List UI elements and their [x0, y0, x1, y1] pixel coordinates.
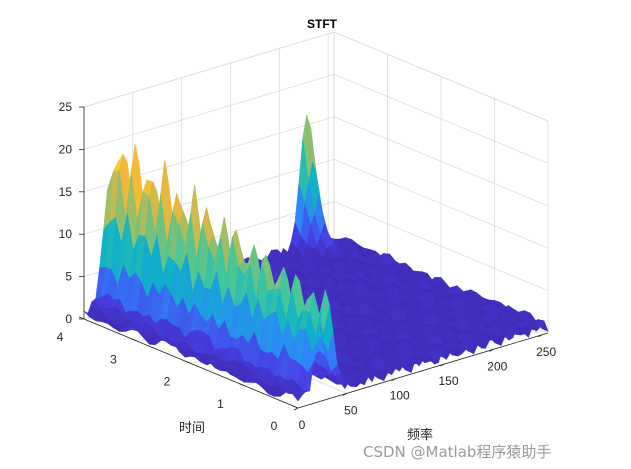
y-tick-mark: [292, 405, 299, 409]
y-tick-label: 3: [110, 352, 117, 366]
watermark: CSDN @Matlab程序猿助手: [363, 443, 551, 461]
y-tick-label: 1: [217, 397, 224, 411]
z-tick-label: 20: [59, 142, 73, 156]
gridline-z-side: [333, 158, 549, 249]
x-tick-label: 50: [344, 403, 358, 417]
gridline-z-side: [333, 201, 549, 291]
x-tick-mark: [440, 363, 445, 367]
x-axis-line: [297, 332, 549, 409]
gridline-z-back: [83, 74, 335, 150]
x-tick-label: 250: [536, 345, 556, 359]
x-tick-mark: [489, 349, 494, 352]
y-tick-label: 4: [57, 330, 64, 344]
x-tick-mark: [391, 378, 396, 382]
x-tick-mark: [293, 407, 299, 411]
box-edge: [83, 31, 335, 108]
z-tick-label: 10: [59, 227, 73, 241]
z-tick-label: 25: [59, 100, 73, 114]
z-tick-label: 15: [59, 185, 73, 199]
x-tick-mark: [537, 334, 543, 338]
y-tick-mark: [132, 338, 138, 342]
x-tick-label: 0: [299, 418, 306, 432]
y-axis-label: 时间: [179, 421, 205, 436]
y-tick-mark: [239, 383, 245, 387]
z-tick-label: 0: [65, 312, 72, 326]
box-edge: [333, 31, 549, 122]
x-tick-mark: [342, 392, 348, 396]
x-tick-label: 100: [390, 389, 410, 403]
x-tick-label: 200: [487, 359, 507, 373]
surface-plot: [83, 114, 549, 402]
y-tick-label: 2: [164, 375, 171, 389]
gridline-z-side: [333, 74, 549, 164]
chart-title: STFT: [307, 17, 338, 31]
x-tick-label: 150: [438, 374, 458, 388]
x-axis-label: 频率: [407, 427, 433, 443]
surface-patch: [291, 392, 303, 402]
gridline-z-side: [333, 116, 549, 207]
y-tick-label: 0: [271, 419, 278, 433]
y-tick-mark: [185, 361, 192, 364]
z-tick-label: 5: [65, 270, 72, 284]
